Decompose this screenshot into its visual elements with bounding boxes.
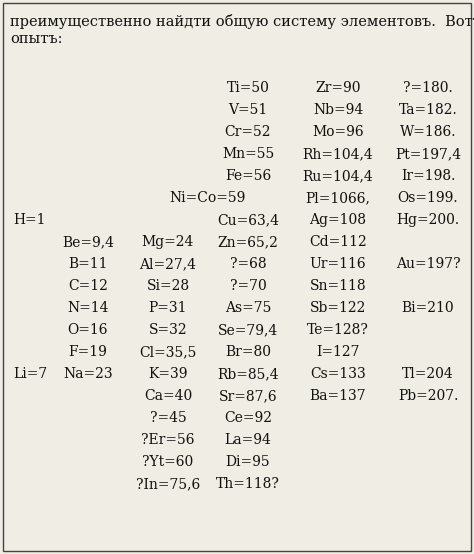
Text: Rb=85,4: Rb=85,4 [217, 367, 279, 381]
Text: ?=180.: ?=180. [403, 81, 453, 95]
Text: Au=197?: Au=197? [396, 257, 460, 271]
Text: Si=28: Si=28 [146, 279, 190, 293]
Text: ?=70: ?=70 [229, 279, 266, 293]
Text: Mn=55: Mn=55 [222, 147, 274, 161]
Text: S=32: S=32 [149, 323, 187, 337]
Text: F=19: F=19 [69, 345, 108, 359]
Text: Hg=200.: Hg=200. [396, 213, 460, 227]
Text: Pb=207.: Pb=207. [398, 389, 458, 403]
Text: Di=95: Di=95 [226, 455, 270, 469]
Text: Mg=24: Mg=24 [142, 235, 194, 249]
Text: Nb=94: Nb=94 [313, 103, 363, 117]
Text: B=11: B=11 [68, 257, 108, 271]
Text: Fe=56: Fe=56 [225, 169, 271, 183]
Text: O=16: O=16 [68, 323, 108, 337]
Text: Cd=112: Cd=112 [309, 235, 367, 249]
Text: Rh=104,4: Rh=104,4 [302, 147, 374, 161]
Text: Bi=210: Bi=210 [401, 301, 454, 315]
Text: Cr=52: Cr=52 [225, 125, 271, 139]
Text: Ni=Co=59: Ni=Co=59 [170, 191, 246, 205]
Text: преимущественно найдти общую систему элементовъ.  Вотъ этотъ: преимущественно найдти общую систему эле… [10, 14, 474, 29]
Text: La=94: La=94 [225, 433, 272, 447]
Text: Pt=197,4: Pt=197,4 [395, 147, 461, 161]
Text: Na=23: Na=23 [63, 367, 113, 381]
Text: V=51: V=51 [228, 103, 268, 117]
Text: Cl=35,5: Cl=35,5 [139, 345, 197, 359]
Text: ?In=75,6: ?In=75,6 [136, 477, 200, 491]
Text: Sr=87,6: Sr=87,6 [219, 389, 277, 403]
Text: N=14: N=14 [67, 301, 109, 315]
Text: Cu=63,4: Cu=63,4 [217, 213, 279, 227]
Text: C=12: C=12 [68, 279, 108, 293]
Text: Ta=182.: Ta=182. [399, 103, 457, 117]
Text: Tl=204: Tl=204 [402, 367, 454, 381]
Text: Sn=118: Sn=118 [310, 279, 366, 293]
Text: Zn=65,2: Zn=65,2 [218, 235, 278, 249]
Text: Se=79,4: Se=79,4 [218, 323, 278, 337]
Text: ?Yt=60: ?Yt=60 [142, 455, 193, 469]
Text: Zr=90: Zr=90 [315, 81, 361, 95]
Text: Ti=50: Ti=50 [227, 81, 269, 95]
Text: Te=128?: Te=128? [307, 323, 369, 337]
Text: Pl=1066,: Pl=1066, [306, 191, 371, 205]
Text: ?=45: ?=45 [150, 411, 186, 425]
Text: Ur=116: Ur=116 [310, 257, 366, 271]
Text: Br=80: Br=80 [225, 345, 271, 359]
Text: Ir=198.: Ir=198. [401, 169, 455, 183]
Text: K=39: K=39 [148, 367, 188, 381]
Text: Sb=122: Sb=122 [310, 301, 366, 315]
Text: Be=9,4: Be=9,4 [62, 235, 114, 249]
Text: W=186.: W=186. [400, 125, 456, 139]
Text: Th=118?: Th=118? [216, 477, 280, 491]
Text: Ca=40: Ca=40 [144, 389, 192, 403]
Text: As=75: As=75 [225, 301, 271, 315]
Text: Ce=92: Ce=92 [224, 411, 272, 425]
Text: Mo=96: Mo=96 [312, 125, 364, 139]
Text: Al=27,4: Al=27,4 [139, 257, 197, 271]
Text: P=31: P=31 [149, 301, 187, 315]
Text: ?=68: ?=68 [230, 257, 266, 271]
Text: ?Er=56: ?Er=56 [141, 433, 195, 447]
Text: опытъ:: опытъ: [10, 32, 63, 46]
Text: Os=199.: Os=199. [398, 191, 458, 205]
Text: I=127: I=127 [316, 345, 360, 359]
Text: Ba=137: Ba=137 [310, 389, 366, 403]
Text: Cs=133: Cs=133 [310, 367, 366, 381]
Text: H=1: H=1 [14, 213, 46, 227]
Text: Li=7: Li=7 [13, 367, 47, 381]
Text: Ru=104,4: Ru=104,4 [302, 169, 374, 183]
Text: Ag=108: Ag=108 [310, 213, 366, 227]
